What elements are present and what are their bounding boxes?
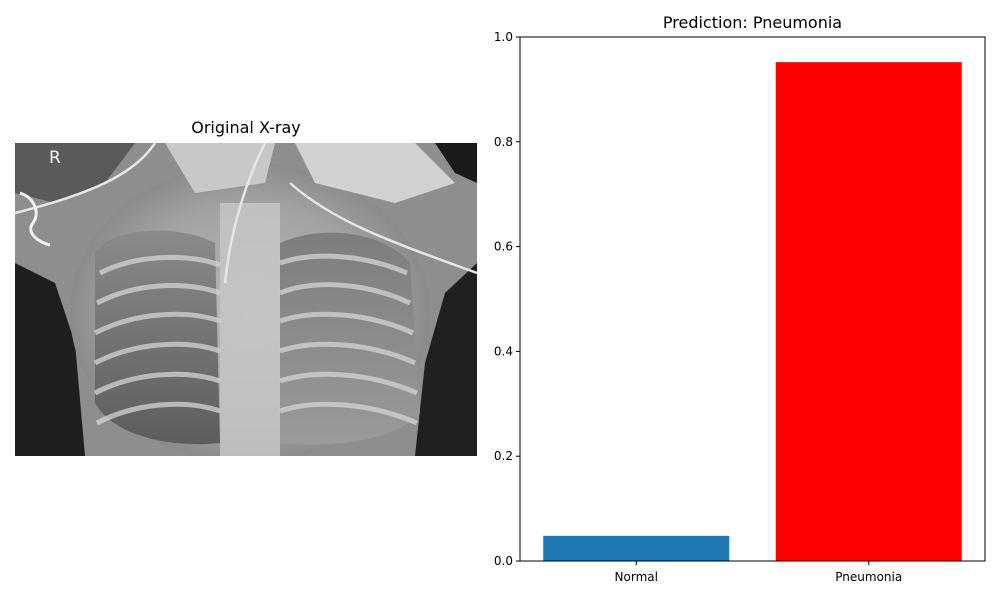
- y-tick-label: 0.0: [494, 554, 513, 568]
- y-tick-label: 1.0: [494, 30, 513, 44]
- chest-xray-image: R: [15, 143, 477, 456]
- xray-side-marker: R: [49, 148, 61, 168]
- bar-normal: [543, 535, 730, 561]
- y-tick-label: 0.8: [494, 135, 513, 149]
- chart-title: Prediction: Pneumonia: [662, 13, 843, 32]
- x-tick-label: Pneumonia: [835, 570, 902, 584]
- bar-group: [543, 62, 962, 561]
- axis-ticks: Normal Pneumonia 0.0 0.2 0.4 0.6 0.8 1.0: [494, 30, 902, 584]
- axes-frame: [519, 36, 986, 562]
- y-tick-label: 0.4: [494, 344, 513, 358]
- y-tick-label: 0.6: [494, 240, 513, 254]
- bar-pneumonia: [775, 62, 962, 561]
- y-tick-label: 0.2: [494, 449, 513, 463]
- x-tick-label: Normal: [615, 570, 658, 584]
- xray-panel-title: Original X-ray: [191, 118, 301, 137]
